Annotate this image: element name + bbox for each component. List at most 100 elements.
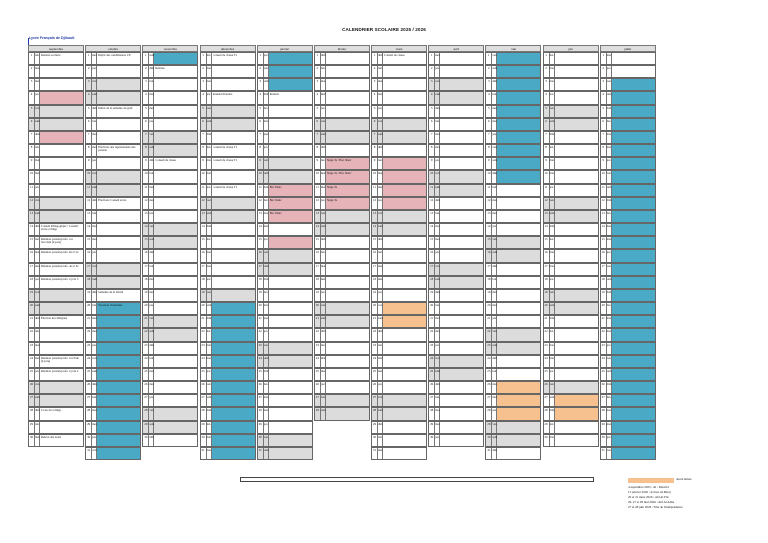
day-note [613, 224, 654, 225]
day-of-week: ven [263, 250, 269, 262]
day-number: 9 [600, 158, 607, 170]
day-number: 21 [86, 316, 93, 328]
day-note [155, 343, 196, 344]
day-note [270, 237, 311, 238]
day-of-week: mar [492, 382, 498, 394]
day-number: 8 [86, 145, 93, 157]
day-note [441, 356, 482, 357]
day-row: 6 mar [256, 117, 313, 131]
day-of-week: dim [264, 368, 269, 381]
day-number: 12 [86, 197, 93, 209]
day-number: 5 [29, 105, 35, 117]
day-of-week: mar [435, 408, 441, 420]
day-row: 27 ven [371, 394, 428, 408]
day-row: 19 dim [599, 288, 656, 303]
day-of-week: mer [149, 105, 155, 117]
day-note [384, 356, 425, 357]
day-note: Élections des représentants des parents [98, 145, 136, 153]
day-note [498, 145, 539, 146]
day-row: 7 dim [542, 130, 599, 145]
day-of-week: dim [92, 382, 98, 394]
day-of-week: ven [206, 197, 212, 209]
day-number: 25 [200, 368, 207, 381]
day-number: 11 [86, 184, 93, 196]
day-note [98, 369, 139, 370]
day-row: 21 jeu [485, 315, 542, 329]
day-number: 23 [486, 342, 493, 354]
day-of-week: mer [435, 53, 441, 65]
day-row: 21 ven [142, 315, 199, 329]
month-column: mars 1 dim Conseil de classe 2 lun 3 mar 4 mer 5 je… [371, 45, 428, 460]
day-row: 17 mer Réunion parents/profs. 4e et 3e [28, 262, 85, 276]
day-row: 18 mer [313, 275, 370, 289]
day-of-week: dim [35, 408, 40, 420]
day-note [155, 79, 196, 80]
day-number: 13 [372, 210, 378, 223]
day-note [556, 53, 597, 54]
day-note [98, 395, 139, 396]
day-of-week: mar [435, 224, 441, 236]
day-number: 19 [86, 289, 93, 302]
day-note [613, 290, 654, 291]
day-row: 29 dim [371, 420, 428, 434]
day-number: 23 [372, 342, 378, 354]
day-note: Bac blanc [269, 184, 282, 189]
day-row: 14 mar [85, 223, 142, 237]
day-of-week: mar [606, 224, 612, 236]
day-of-week: dim [264, 92, 269, 104]
day-number: 14 [29, 224, 35, 236]
day-row: 19 ven [542, 288, 599, 303]
day-number: 9 [486, 158, 493, 170]
day-note [613, 171, 654, 172]
day-of-week: mer [264, 408, 269, 420]
day-note [41, 66, 82, 67]
day-row: 7 mar [428, 130, 485, 145]
day-note [213, 448, 254, 449]
day-of-week: ven [206, 105, 212, 117]
day-note [613, 356, 654, 357]
day-row: 12 lun Bac blanc [256, 196, 313, 210]
day-note [155, 185, 196, 186]
day-number: 14 [143, 224, 150, 236]
month-header: février [313, 45, 370, 52]
day-number: 26 [29, 382, 35, 394]
day-row: 4 lun [485, 91, 542, 105]
day-number: 9 [201, 158, 207, 170]
day-note [498, 250, 539, 251]
day-note [41, 211, 82, 212]
day-note [441, 250, 482, 251]
day-number: 17 [315, 263, 321, 275]
day-of-week: mar [207, 158, 212, 170]
day-row: 25 dim [256, 367, 313, 382]
school-name: Lycée Français de Djibouti [29, 36, 75, 40]
day-row: 10 ven [85, 170, 142, 184]
day-note [327, 66, 368, 67]
day-number: 1 [315, 53, 321, 65]
day-note [441, 435, 482, 436]
day-of-week: ven [35, 289, 40, 302]
day-number: 13 [257, 210, 264, 223]
day-note: Conseil de classe [155, 158, 176, 163]
day-note [441, 343, 482, 344]
day-note [327, 395, 368, 396]
day-number: 14 [372, 224, 378, 236]
day-row: 25 sam [428, 367, 485, 382]
day-row: 20 lun [599, 302, 656, 316]
day-of-week: lun [378, 158, 383, 170]
day-of-week: mer [149, 289, 155, 302]
day-row: 14 dim Conseil Pédagogique / Conseil école… [28, 223, 85, 237]
day-note [498, 224, 539, 225]
day-of-week: mer [35, 263, 40, 275]
day-note [556, 303, 597, 304]
day-row: 10 mer [542, 170, 599, 184]
day-of-week: mar [92, 131, 98, 144]
day-row: 9 sam [485, 157, 542, 171]
day-of-week: sam [492, 342, 498, 354]
day-of-week: mer [492, 303, 498, 315]
day-row: 27 ven [313, 394, 370, 408]
day-note: Réunion parents/profs. 1re/Tale (Lycée) [41, 355, 79, 363]
day-row: 30 ven [256, 433, 313, 447]
day-of-week: mar [92, 408, 98, 420]
day-of-week: jeu [264, 145, 269, 157]
day-note [613, 198, 654, 199]
